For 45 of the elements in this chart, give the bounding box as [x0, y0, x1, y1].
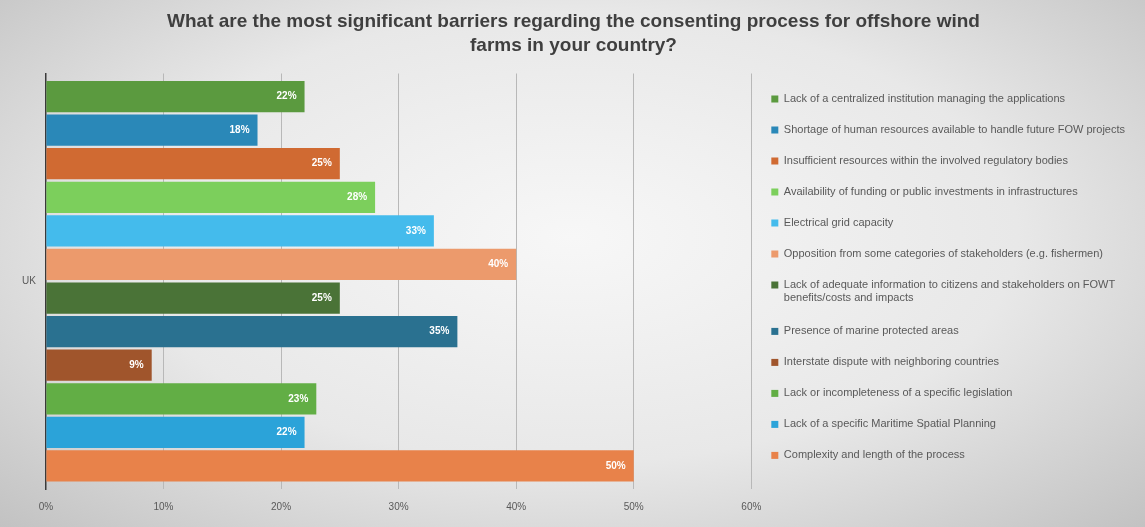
- legend-label: Shortage of human resources available to handle future FOW projects: [783, 123, 1126, 136]
- x-tick-label: 20%: [271, 500, 292, 512]
- bar: [46, 450, 634, 482]
- x-tick-label: 0%: [38, 500, 54, 512]
- data-label: 50%: [605, 459, 626, 471]
- bar: [46, 80, 305, 113]
- legend-label: Insufficient resources within the involved regulatory bodies: [783, 154, 1069, 167]
- bar: [46, 316, 458, 348]
- bar: [46, 416, 305, 449]
- bar: [46, 215, 434, 247]
- data-label: 28%: [347, 191, 368, 203]
- data-label: 23%: [288, 392, 309, 404]
- bar: [46, 181, 376, 213]
- bar: [46, 114, 258, 146]
- legend-label: Interstate dispute with neighboring countries: [783, 355, 1000, 368]
- data-label: 40%: [488, 258, 509, 270]
- bar: [46, 383, 317, 415]
- x-tick-label: 60%: [741, 500, 762, 512]
- chart-title: What are the most significant barriers regarding the consenting process for offshore wind farms in your country?: [167, 10, 980, 55]
- legend-label: Lack of adequate information to citizens and stakeholders on FOWT benefits/costs and impacts: [783, 278, 1116, 304]
- data-label: 22%: [276, 426, 297, 438]
- legend-label: Complexity and length of the process: [783, 448, 966, 461]
- data-label: 25%: [311, 157, 332, 169]
- legend-label: Lack or incompleteness of a specific legislation: [783, 386, 1013, 399]
- data-label: 9%: [129, 358, 144, 370]
- legend-label: Availability of funding or public investments in infrastructures: [783, 185, 1079, 198]
- legend-label: Opposition from some categories of stakeholders (e.g. fishermen): [783, 247, 1103, 260]
- y-tick-label: UK: [21, 275, 37, 286]
- legend-label: Presence of marine protected areas: [783, 324, 960, 337]
- bar: [46, 349, 152, 381]
- bar: [46, 248, 517, 281]
- legend-label: Lack of a specific Maritime Spatial Planning: [783, 417, 996, 430]
- bar: [46, 148, 340, 180]
- data-label: 22%: [276, 90, 297, 102]
- bar: [46, 282, 340, 314]
- x-tick-label: 30%: [388, 500, 409, 512]
- data-label: 35%: [429, 325, 450, 337]
- x-tick-label: 10%: [153, 500, 174, 512]
- data-label: 33%: [405, 224, 426, 236]
- x-tick-label: 40%: [506, 500, 527, 512]
- legend-label: Electrical grid capacity: [783, 216, 894, 229]
- data-label: 18%: [229, 123, 250, 135]
- data-label: 25%: [311, 291, 332, 303]
- x-tick-label: 50%: [623, 500, 644, 512]
- legend-label: Lack of a centralized institution managing the applications: [783, 92, 1066, 105]
